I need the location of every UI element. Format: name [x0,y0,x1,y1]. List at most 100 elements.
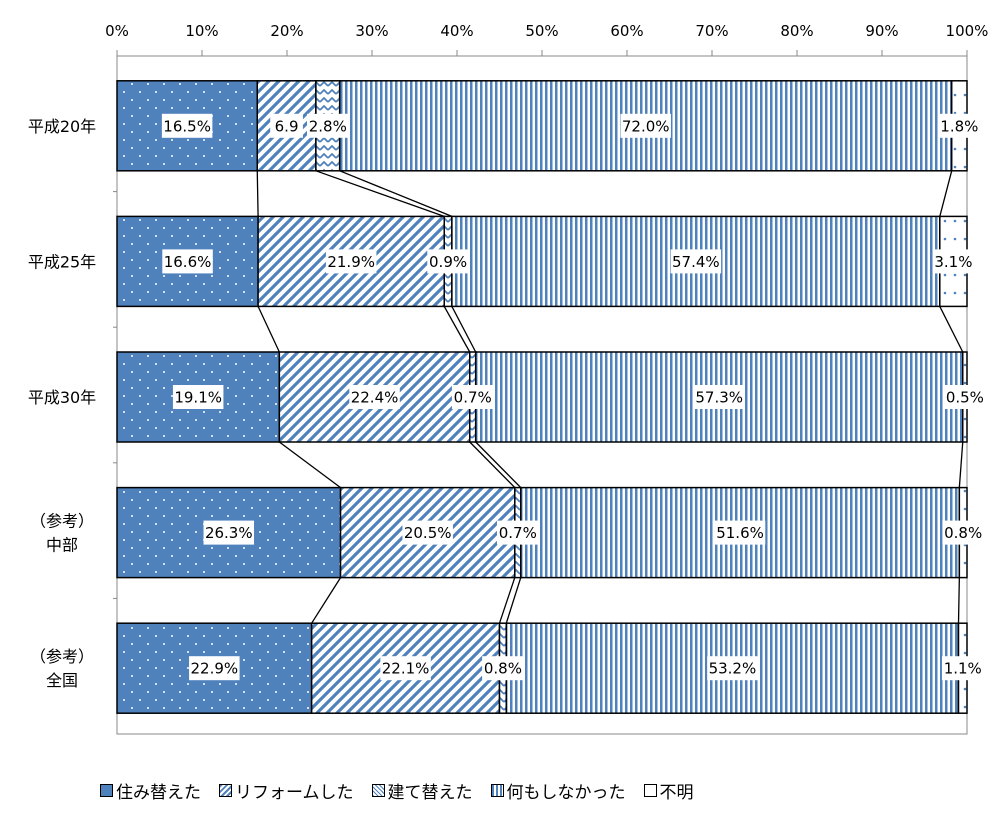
data-label: 0.8% [944,524,982,542]
category-label: （参考） [30,647,94,666]
x-tick-label: 20% [270,22,303,40]
data-label-bg [693,385,745,409]
data-label: 57.4% [672,253,720,271]
data-label-bg [942,520,984,545]
x-tick-label: 80% [780,22,813,40]
data-label: 19.1% [174,389,222,407]
category-label: （参考） [30,512,94,531]
data-label: 0.8% [484,660,522,678]
data-label-bg [325,249,377,274]
data-label-bg [172,385,224,409]
series-line [939,170,953,217]
data-label: 6.9 [275,117,299,135]
data-label: 26.3% [205,524,253,542]
stacked-bar-chart: 0% 10% 20% 30% 40% 50% 60% 70% 80% 90% 100% 16.5% 6… [28,22,989,735]
data-label: 16.5% [163,117,211,135]
series-line [957,577,960,624]
category-label: 平成25年 [28,252,96,271]
series-line [939,306,964,353]
series-line [278,441,341,489]
x-tick-label: 70% [695,22,728,40]
series-line [311,577,342,624]
data-label-bg [270,113,303,138]
legend-swatch-zigzag-icon [371,783,385,797]
x-axis: 0% 10% 20% 30% 40% 50% 60% 70% 80% 90% 100% [105,22,989,599]
series-line [958,441,964,488]
x-tick-label: 0% [105,22,129,40]
legend: 住み替えた リフォームした 建て替えた 何もしなかった 不明 [100,778,694,803]
bars [116,80,968,714]
legend-swatch-diagonal-icon [219,783,232,797]
data-label: 51.6% [716,524,764,542]
x-tick-label: 90% [865,22,898,40]
data-label: 20.5% [404,524,452,542]
x-tick-label: 50% [525,22,558,40]
series-line [339,170,453,218]
data-label-bg [707,656,758,681]
data-labels: 16.5% 6.9 2.8% 72.0% 1.8% 16.6% 21.9% 0.9% 57.4%… [161,113,986,681]
data-label-bg [620,113,671,138]
legend-item-fumei: 不明 [643,778,694,803]
data-label: 2.8% [309,117,347,135]
data-label: 53.2% [709,660,757,678]
series-line [498,577,516,624]
category-label: 中部 [46,536,78,555]
series-line [256,170,259,217]
x-tick-label: 60% [610,22,643,40]
data-label: 0.5% [946,389,984,407]
data-label: 22.1% [382,660,430,678]
legend-label: 住み替えた [116,782,201,803]
legend-swatch-dots-icon [100,783,113,797]
series-line [315,170,445,218]
data-label-bg [941,656,984,681]
data-label: 1.8% [940,117,978,135]
data-label-bg [307,113,349,138]
series-line [505,577,522,624]
legend-label: 何もしなかった [506,782,626,803]
data-label: 22.4% [351,389,399,407]
data-label-bg [349,385,400,409]
data-label: 22.9% [190,660,238,678]
data-label: 21.9% [327,253,375,271]
series-line [443,306,471,353]
data-label-bg [189,656,240,681]
legend-item-reform: リフォームした [219,778,354,803]
x-tick-label: 40% [440,22,473,40]
data-label: 0.7% [499,524,537,542]
legend-swatch-blank-icon [643,783,657,797]
data-label-bg [932,249,975,274]
data-label-bg [203,520,255,545]
data-label: 16.6% [164,253,212,271]
data-label-bg [714,520,766,545]
data-label: 1.1% [944,660,982,678]
series-lines [256,170,964,624]
data-label: 3.1% [934,253,972,271]
data-label-bg [451,385,494,409]
category-label: 全国 [46,671,78,690]
category-label: 平成30年 [28,388,96,407]
category-label: 平成20年 [28,117,96,136]
legend-item-nanimo: 何もしなかった [490,778,626,803]
data-label-bg [670,249,722,274]
data-label: 57.3% [695,389,743,407]
legend-item-tatekaeta: 建て替えた [371,778,473,803]
data-label-bg [380,656,431,681]
legend-label: 建て替えた [387,782,473,803]
series-line [257,306,280,353]
data-label: 72.0% [622,117,670,135]
series-line [475,441,522,489]
data-label-bg [161,113,213,138]
legend-label: 不明 [659,782,694,803]
legend-label: リフォームした [235,782,354,803]
x-tick-label: 100% [946,22,989,40]
x-tick-label: 30% [355,22,388,40]
data-label-bg [496,520,539,545]
data-label-bg [402,520,453,545]
legend-item-sumikaeta: 住み替えた [100,778,201,803]
data-label-bg [938,113,981,138]
series-line [451,306,477,353]
x-tick-label: 10% [185,22,218,40]
data-label: 0.9% [429,253,467,271]
data-label: 0.7% [454,389,492,407]
